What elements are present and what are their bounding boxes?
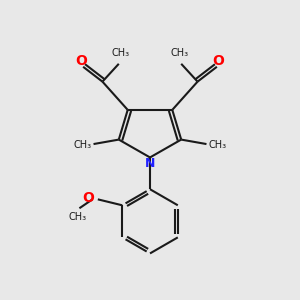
Text: O: O: [76, 54, 88, 68]
Text: CH₃: CH₃: [171, 49, 189, 58]
Text: CH₃: CH₃: [209, 140, 227, 150]
Text: CH₃: CH₃: [111, 49, 129, 58]
Text: N: N: [145, 158, 155, 170]
Text: CH₃: CH₃: [73, 140, 91, 150]
Text: O: O: [212, 54, 224, 68]
Text: CH₃: CH₃: [69, 212, 87, 222]
Text: O: O: [82, 191, 94, 205]
